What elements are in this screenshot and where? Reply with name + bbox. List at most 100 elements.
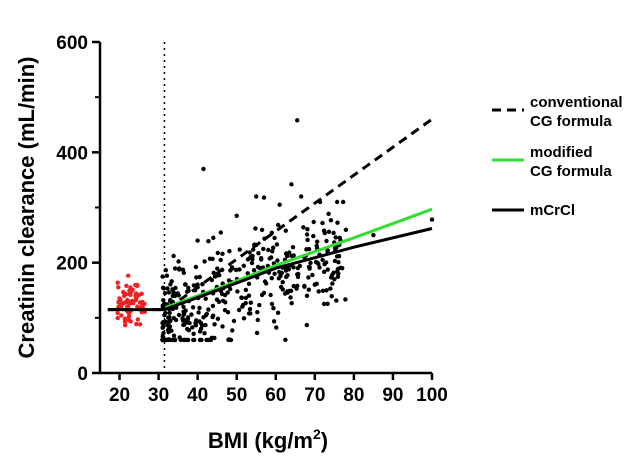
data-point	[306, 275, 311, 280]
data-point	[202, 331, 207, 336]
data-point	[315, 260, 320, 266]
x-axis-title: BMI (kg/m2)	[208, 426, 328, 453]
x-tick-label: 90	[382, 385, 403, 406]
data-point	[289, 182, 294, 187]
data-point	[280, 280, 285, 285]
data-point	[228, 286, 233, 292]
data-point	[210, 303, 216, 309]
data-point	[291, 265, 296, 270]
data-point	[301, 225, 306, 230]
data-point	[220, 251, 225, 256]
data-point	[202, 259, 207, 264]
data-point	[167, 319, 172, 324]
data-point	[256, 251, 261, 256]
data-point	[241, 316, 247, 321]
y-axis-title: Creatinin clearance (mL/min)	[14, 57, 39, 359]
data-point	[308, 260, 313, 266]
data-point	[171, 333, 177, 338]
data-point	[199, 323, 205, 328]
data-point	[211, 235, 216, 240]
data-point	[115, 310, 120, 316]
data-point	[126, 273, 131, 278]
data-point	[264, 281, 269, 286]
data-point	[243, 295, 249, 300]
data-point	[128, 285, 133, 290]
data-point	[275, 310, 281, 315]
fit-lines	[107, 117, 433, 312]
data-point	[261, 246, 266, 252]
data-point	[248, 300, 253, 305]
data-point	[126, 318, 132, 323]
series-line	[107, 117, 433, 312]
x-tick-label: 80	[343, 385, 364, 406]
data-point	[166, 290, 172, 295]
data-point	[334, 298, 339, 303]
x-axis-title-main: BMI (kg/m	[208, 428, 313, 453]
data-point	[340, 266, 345, 271]
data-point	[247, 306, 253, 312]
data-point	[287, 250, 292, 255]
data-point	[206, 307, 211, 312]
data-point	[165, 323, 170, 328]
data-point	[329, 294, 334, 299]
data-point	[259, 256, 264, 261]
data-point	[185, 337, 191, 343]
x-axis-title-sup: 2	[313, 426, 321, 442]
data-point	[234, 267, 239, 273]
data-point	[212, 322, 217, 327]
data-point	[226, 278, 232, 283]
data-point	[271, 306, 276, 311]
data-point	[291, 283, 296, 289]
data-point	[170, 337, 175, 343]
data-point	[172, 266, 178, 271]
data-point	[177, 267, 182, 272]
data-point	[161, 331, 166, 336]
data-point	[218, 230, 223, 235]
data-point	[194, 275, 199, 280]
data-point	[119, 313, 124, 318]
data-point	[276, 222, 281, 228]
data-point	[289, 301, 294, 306]
data-point	[270, 249, 275, 254]
data-point	[304, 293, 310, 298]
data-point	[305, 227, 310, 232]
data-point	[246, 311, 252, 316]
data-point	[251, 268, 257, 273]
data-point	[322, 230, 327, 236]
data-point	[290, 245, 296, 250]
data-point	[269, 255, 274, 260]
data-point	[137, 322, 143, 327]
legend-label: mCrCl	[530, 202, 575, 219]
data-point	[169, 328, 174, 333]
data-point	[320, 257, 325, 263]
data-point	[127, 291, 132, 297]
x-tick-label: 100	[416, 385, 448, 406]
data-point	[180, 267, 186, 272]
x-tick-label: 70	[304, 385, 325, 406]
data-point	[216, 299, 222, 304]
data-point	[206, 239, 211, 244]
data-point	[284, 274, 289, 280]
data-point	[335, 199, 340, 205]
data-point	[169, 279, 174, 284]
data-point	[268, 292, 273, 298]
data-point	[332, 277, 337, 282]
data-point	[124, 283, 129, 288]
data-point	[190, 325, 195, 330]
data-point	[314, 243, 319, 248]
data-point	[226, 337, 232, 342]
data-point	[115, 315, 120, 321]
data-point	[210, 256, 215, 262]
data-point	[311, 219, 316, 225]
data-point	[266, 247, 271, 253]
data-point	[223, 300, 228, 305]
data-point	[191, 331, 196, 336]
data-point	[335, 220, 340, 225]
data-point	[336, 254, 342, 259]
data-point	[201, 166, 206, 172]
legend-label: CG formula	[530, 163, 612, 180]
data-point	[257, 265, 262, 271]
data-point	[333, 235, 338, 240]
data-point	[310, 272, 315, 278]
data-point	[237, 267, 242, 272]
